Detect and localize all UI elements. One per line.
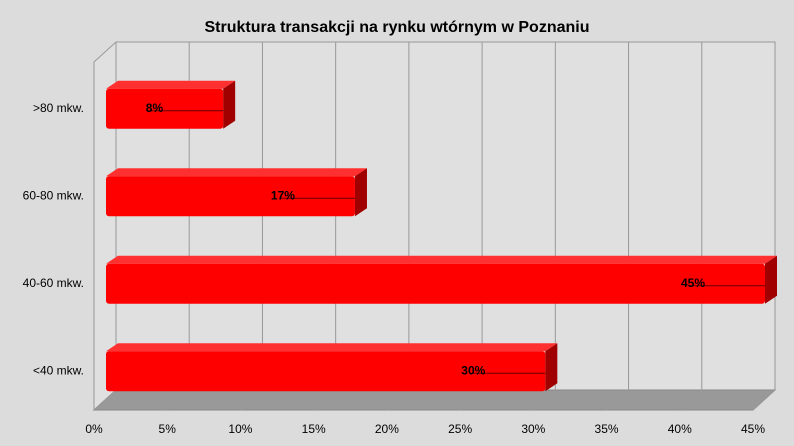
x-tick-label: 0% [85, 422, 103, 436]
bar [106, 351, 546, 392]
x-tick-label: 35% [595, 422, 619, 436]
data-label: 45% [681, 276, 705, 290]
floor [92, 389, 777, 411]
y-tick-label: <40 mkw. [33, 363, 84, 377]
grid-line [606, 42, 630, 411]
x-tick-label: 25% [448, 422, 472, 436]
bar-side [223, 80, 236, 129]
data-label: 17% [271, 188, 295, 202]
bar-top [106, 80, 236, 89]
bar [106, 263, 765, 304]
x-tick-label: 45% [741, 422, 765, 436]
x-tick-label: 15% [302, 422, 326, 436]
bar-top [106, 168, 367, 177]
grid-line [679, 42, 703, 411]
data-label: 8% [146, 101, 164, 115]
y-tick-label: 40-60 mkw. [23, 276, 84, 290]
x-tick-label: 30% [521, 422, 545, 436]
bar-top [106, 343, 558, 352]
bar-side [545, 343, 558, 392]
bar [106, 88, 224, 129]
x-tick-label: 5% [159, 422, 177, 436]
x-tick-label: 20% [375, 422, 399, 436]
data-label: 30% [461, 363, 485, 377]
bar-side [354, 168, 367, 217]
y-tick-label: 60-80 mkw. [23, 188, 84, 202]
bar [106, 176, 355, 217]
grid-line [752, 42, 776, 411]
chart-title: Struktura transakcji na rynku wtórnym w … [205, 19, 590, 36]
x-tick-label: 10% [228, 422, 252, 436]
bar-side [765, 255, 777, 304]
grid-line [532, 42, 556, 411]
y-tick-label: >80 mkw. [33, 101, 84, 115]
bar-top [106, 255, 777, 264]
x-tick-label: 40% [668, 422, 692, 436]
